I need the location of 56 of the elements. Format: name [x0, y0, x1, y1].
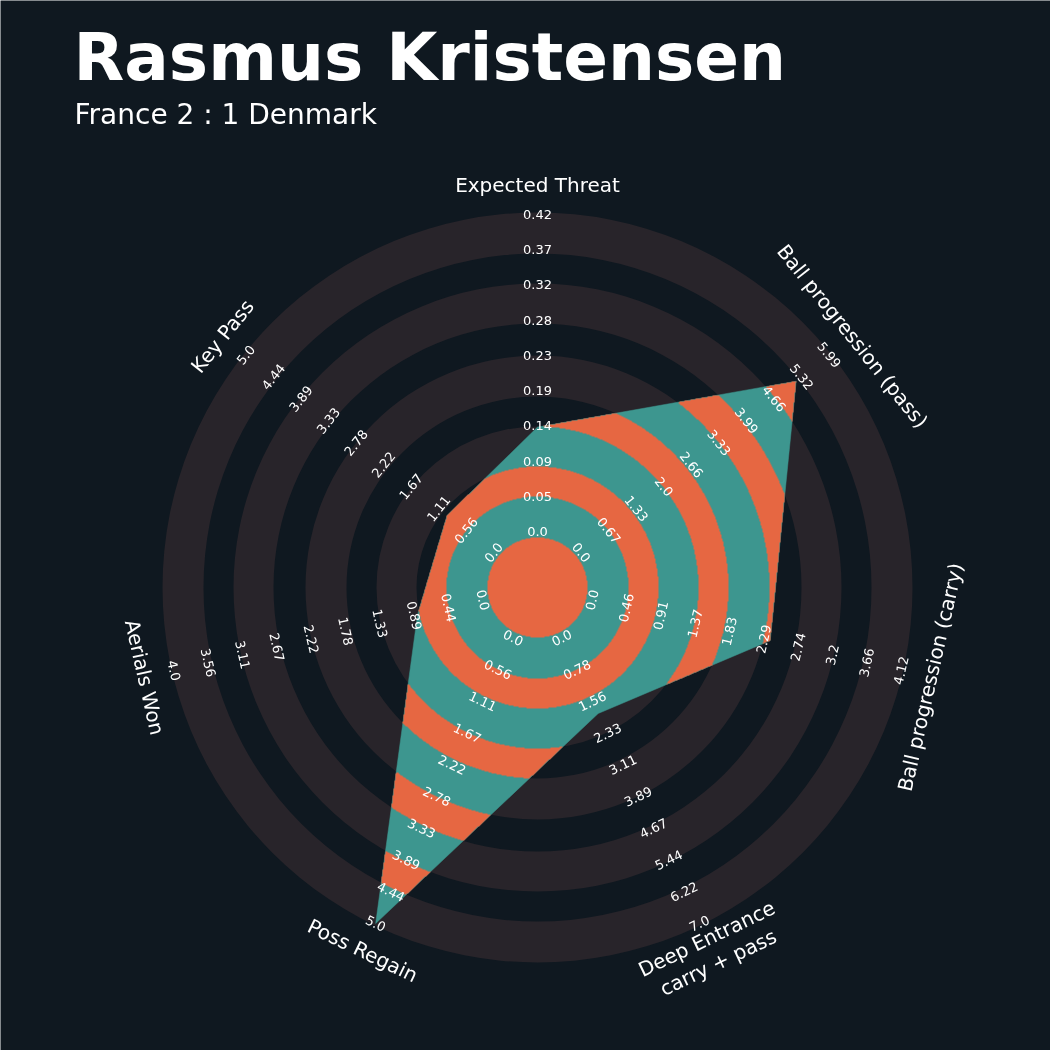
text: 0.44	[438, 592, 460, 624]
text: 3.33	[405, 815, 438, 842]
text: 2.22	[435, 751, 469, 778]
text: 5.44	[652, 847, 686, 874]
text: 3.11	[232, 639, 254, 671]
text: 0.37	[523, 242, 552, 258]
text: 1.33	[369, 607, 391, 640]
text: 0.14	[523, 418, 552, 434]
text: 2.0	[651, 473, 677, 500]
text: 0.0	[473, 588, 493, 612]
text: 0.05	[523, 488, 552, 504]
text: 2.78	[420, 783, 454, 810]
text: 1.67	[451, 720, 484, 747]
spoke-label: Expected Threat	[455, 172, 621, 197]
text: 2.33	[591, 720, 624, 747]
text: 1.11	[466, 688, 499, 715]
text: 0.28	[523, 312, 552, 328]
text: 3.66	[856, 646, 878, 679]
text: 3.11	[606, 751, 640, 778]
text: 0.23	[523, 347, 552, 363]
text: 4.67	[637, 815, 670, 842]
text: 2.29	[753, 623, 775, 655]
text: 1.78	[335, 615, 357, 648]
text: 0.0	[481, 539, 507, 566]
text: 0.0	[549, 626, 575, 650]
text: 2.74	[787, 631, 809, 663]
text: 1.37	[684, 607, 706, 640]
text: 3.56	[197, 646, 219, 679]
text: 2.67	[266, 631, 288, 663]
text: 0.0	[500, 626, 526, 650]
text: 0.09	[523, 453, 552, 469]
text: 3.89	[389, 847, 423, 874]
text: 2.22	[300, 623, 322, 655]
text: 0.89	[403, 599, 425, 632]
text: 0.0	[568, 539, 594, 566]
text: 0.19	[523, 383, 552, 399]
text: 4.0	[164, 658, 184, 683]
text: 0.0	[582, 588, 602, 612]
text: 3.89	[621, 783, 655, 810]
text: 0.56	[481, 656, 515, 683]
text: 0.0	[527, 524, 548, 539]
text: 4.44	[374, 878, 408, 905]
text: 0.42	[523, 207, 552, 222]
text: 6.22	[667, 878, 701, 905]
text: 5.0	[363, 912, 389, 935]
text: 0.78	[560, 656, 594, 683]
text: 0.32	[523, 277, 552, 293]
text: 1.56	[576, 688, 609, 715]
chart-subtitle: France 2 : 1 Denmark	[74, 97, 378, 131]
text: 0.91	[650, 599, 672, 632]
text: 5.0	[233, 342, 259, 368]
text: 4.12	[890, 654, 912, 687]
text: 0.46	[615, 592, 637, 624]
text: 3.2	[822, 643, 843, 667]
chart-title: Rasmus Kristensen	[73, 18, 787, 96]
text: 1.83	[718, 615, 740, 648]
